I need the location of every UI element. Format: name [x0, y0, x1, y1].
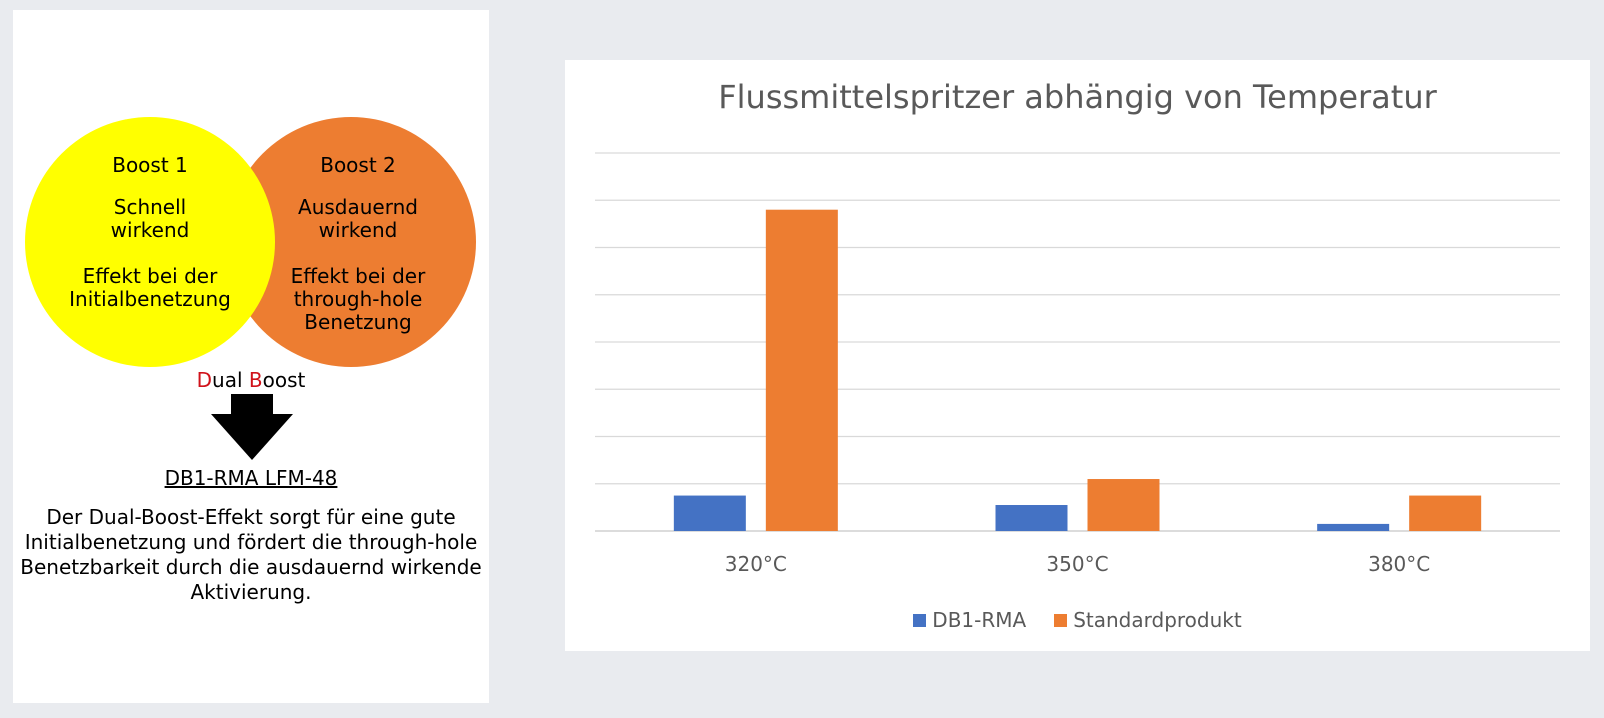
chart-title: Flussmittelspritzer abhängig von Tempera…	[718, 78, 1437, 116]
legend-label-standardprodukt: Standardprodukt	[1073, 608, 1242, 632]
boost1-text: Boost 1 Schnell wirkend Effekt bei der I…	[50, 154, 250, 311]
dual-boost-oost: oost	[262, 368, 306, 392]
boost2-line5: Benetzung	[304, 310, 412, 334]
boost1-line3: Effekt bei der	[82, 264, 218, 288]
x-tick-label: 320°C	[725, 552, 787, 576]
boost1-line2: wirkend	[110, 218, 190, 242]
down-arrow-icon	[211, 394, 293, 460]
boost2-line1: Ausdauernd	[298, 195, 418, 219]
dual-boost-b: B	[248, 368, 263, 392]
dual-boost-d: D	[196, 368, 213, 392]
boost2-title: Boost 2	[320, 153, 396, 177]
boost1-line4: Initialbenetzung	[69, 287, 231, 311]
bar-db1-rma-2	[1317, 523, 1390, 531]
bar-db1-rma-1	[995, 505, 1068, 531]
legend-label-db1-rma: DB1-RMA	[932, 608, 1027, 632]
x-tick-label: 350°C	[1046, 552, 1108, 576]
chart-card: Flussmittelspritzer abhängig von Tempera…	[565, 60, 1590, 651]
boost2-line2: wirkend	[318, 218, 398, 242]
venn-diagram	[25, 117, 476, 367]
bar-db1-rma-0	[673, 495, 746, 531]
boost2-line3: Effekt bei der	[290, 264, 426, 288]
boost1-line1: Schnell	[113, 195, 187, 219]
boost2-text: Boost 2 Ausdauernd wirkend Effekt bei de…	[263, 154, 453, 334]
product-name: DB1-RMA LFM-48	[164, 466, 338, 490]
bar-standardprodukt-0	[765, 209, 838, 531]
legend-item-standardprodukt: Standardprodukt	[1054, 608, 1242, 632]
boost2-circle	[226, 117, 476, 367]
legend-swatch-db1-rma	[913, 613, 927, 627]
x-tick-label: 380°C	[1368, 552, 1430, 576]
legend-swatch-standardprodukt	[1054, 613, 1068, 627]
bar-standardprodukt-2	[1409, 495, 1482, 531]
dual-boost-label: Dual Boost	[13, 368, 489, 392]
boost1-title: Boost 1	[112, 153, 188, 177]
legend-item-db1-rma: DB1-RMA	[913, 608, 1026, 632]
dual-boost-infographic: Boost 1 Schnell wirkend Effekt bei der I…	[13, 10, 489, 703]
boost2-line4: through-hole	[293, 287, 423, 311]
product-description: Der Dual-Boost-Effekt sorgt für eine gut…	[20, 505, 482, 604]
bar-standardprodukt-1	[1087, 479, 1160, 531]
chart-legend: DB1-RMA Standardprodukt	[565, 608, 1590, 632]
dual-boost-ual: ual	[212, 368, 249, 392]
boost1-circle	[25, 117, 275, 367]
bar-chart: 320°C 350°C 380°C	[595, 152, 1560, 576]
